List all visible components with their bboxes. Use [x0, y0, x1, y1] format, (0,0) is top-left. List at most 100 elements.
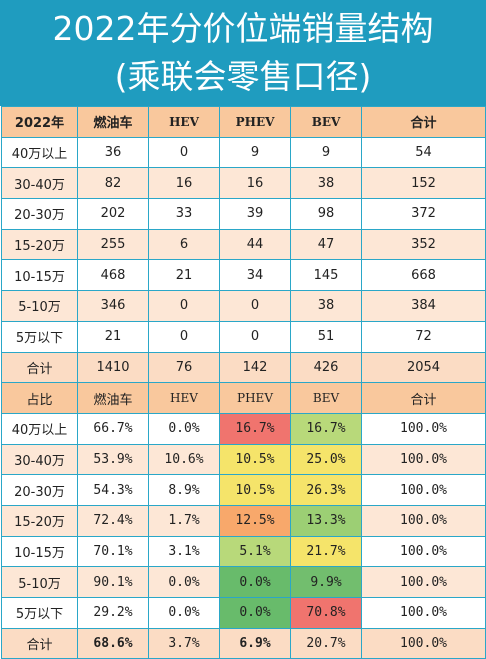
- table-cell: 10.5%: [219, 474, 291, 506]
- total-cell: 68.6%: [77, 627, 149, 659]
- header-cell: 占比: [1, 382, 78, 414]
- table-cell: 98: [290, 198, 362, 230]
- table-cell: 0: [148, 290, 220, 322]
- table-cell: 33: [148, 198, 220, 230]
- table-cell: 0.0%: [219, 566, 291, 598]
- row-label: 5万以下: [1, 597, 78, 629]
- table-cell: 38: [290, 167, 362, 200]
- header-cell: BEV: [290, 382, 362, 414]
- table-cell: 16.7%: [290, 412, 362, 445]
- volume-row: 30-40万 82 16 16 38 152: [1, 167, 486, 200]
- header-cell: 2022年: [1, 106, 78, 138]
- table-cell: 152: [361, 167, 486, 200]
- table-cell: 0: [219, 320, 291, 353]
- table-cell: 0.0%: [219, 597, 291, 629]
- table-cell: 39: [219, 198, 291, 230]
- volume-row: 20-30万 202 33 39 98 372: [1, 198, 486, 230]
- table-cell: 21: [148, 259, 220, 292]
- table-cell: 21.7%: [290, 535, 362, 568]
- total-cell: 20.7%: [290, 627, 362, 659]
- row-label: 15-20万: [1, 228, 78, 261]
- table-cell: 9.9%: [290, 566, 362, 598]
- row-label: 合计: [1, 627, 78, 659]
- sales-structure-table: 2022年 燃油车 HEV PHEV BEV 合计 40万以上 36 0 9 9 54 30-40万 82…: [1, 106, 486, 659]
- header-cell: 合计: [361, 106, 486, 138]
- table-cell: 26.3%: [290, 474, 362, 506]
- table-cell: 16.7%: [219, 412, 291, 445]
- table-cell: 72: [361, 320, 486, 353]
- total-cell: 2054: [361, 351, 486, 384]
- table-cell: 82: [77, 167, 149, 200]
- table-cell: 0: [148, 136, 220, 169]
- table-cell: 346: [77, 290, 149, 322]
- total-cell: 1410: [77, 351, 149, 384]
- volume-row: 5-10万 346 0 0 38 384: [1, 290, 486, 322]
- table-cell: 16: [148, 167, 220, 200]
- table-cell: 9: [219, 136, 291, 169]
- table-cell: 34: [219, 259, 291, 292]
- table-cell: 44: [219, 228, 291, 261]
- title-line-1: 2022年分价位端销量结构: [52, 9, 434, 48]
- share-row: 10-15万 70.1% 3.1% 5.1% 21.7% 100.0%: [1, 535, 486, 568]
- table-cell: 8.9%: [148, 474, 220, 506]
- table-cell: 202: [77, 198, 149, 230]
- table-cell: 21: [77, 320, 149, 353]
- table-cell: 3.1%: [148, 535, 220, 568]
- table-cell: 90.1%: [77, 566, 149, 598]
- share-total-row: 合计 68.6% 3.7% 6.9% 20.7% 100.0%: [1, 627, 486, 659]
- table-cell: 0: [148, 320, 220, 353]
- table-cell: 16: [219, 167, 291, 200]
- table-cell: 5.1%: [219, 535, 291, 568]
- volume-total-row: 合计 1410 76 142 426 2054: [1, 351, 486, 384]
- table-cell: 10.6%: [148, 443, 220, 476]
- table-cell: 100.0%: [361, 535, 486, 568]
- table-cell: 38: [290, 290, 362, 322]
- share-row: 15-20万 72.4% 1.7% 12.5% 13.3% 100.0%: [1, 504, 486, 537]
- row-label: 合计: [1, 351, 78, 384]
- table-cell: 54.3%: [77, 474, 149, 506]
- row-label: 30-40万: [1, 443, 78, 476]
- table-cell: 100.0%: [361, 443, 486, 476]
- table-cell: 53.9%: [77, 443, 149, 476]
- share-header-row: 占比 燃油车 HEV PHEV BEV 合计: [1, 382, 486, 414]
- volume-row: 15-20万 255 6 44 47 352: [1, 228, 486, 261]
- table-cell: 29.2%: [77, 597, 149, 629]
- row-label: 20-30万: [1, 198, 78, 230]
- table-cell: 70.8%: [290, 597, 362, 629]
- header-cell: 燃油车: [77, 382, 149, 414]
- table-cell: 12.5%: [219, 504, 291, 537]
- table-cell: 0.0%: [148, 566, 220, 598]
- header-cell: 合计: [361, 382, 486, 414]
- row-label: 5万以下: [1, 320, 78, 353]
- volume-row: 5万以下 21 0 0 51 72: [1, 320, 486, 353]
- share-row: 40万以上 66.7% 0.0% 16.7% 16.7% 100.0%: [1, 412, 486, 445]
- table-cell: 668: [361, 259, 486, 292]
- row-label: 40万以上: [1, 412, 78, 445]
- row-label: 5-10万: [1, 566, 78, 598]
- header-cell: HEV: [148, 382, 220, 414]
- share-row: 5-10万 90.1% 0.0% 0.0% 9.9% 100.0%: [1, 566, 486, 598]
- title-line-2: (乘联会零售口径): [114, 57, 372, 96]
- row-label: 10-15万: [1, 535, 78, 568]
- row-label: 5-10万: [1, 290, 78, 322]
- table-cell: 36: [77, 136, 149, 169]
- table-cell: 54: [361, 136, 486, 169]
- volume-header-row: 2022年 燃油车 HEV PHEV BEV 合计: [1, 106, 486, 138]
- header-cell: PHEV: [219, 382, 291, 414]
- table-cell: 100.0%: [361, 597, 486, 629]
- table-cell: 100.0%: [361, 504, 486, 537]
- table-cell: 468: [77, 259, 149, 292]
- table-cell: 100.0%: [361, 566, 486, 598]
- table-cell: 255: [77, 228, 149, 261]
- total-cell: 100.0%: [361, 627, 486, 659]
- row-label: 30-40万: [1, 167, 78, 200]
- table-cell: 6: [148, 228, 220, 261]
- table-cell: 25.0%: [290, 443, 362, 476]
- total-cell: 426: [290, 351, 362, 384]
- table-cell: 100.0%: [361, 474, 486, 506]
- total-cell: 142: [219, 351, 291, 384]
- table-cell: 9: [290, 136, 362, 169]
- share-row: 5万以下 29.2% 0.0% 0.0% 70.8% 100.0%: [1, 597, 486, 629]
- header-cell: PHEV: [219, 106, 291, 138]
